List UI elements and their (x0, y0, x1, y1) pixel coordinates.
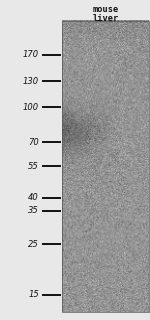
Text: 100: 100 (23, 103, 39, 112)
Text: liver: liver (93, 14, 119, 23)
Text: 15: 15 (28, 290, 39, 299)
Bar (62, 21, 149, 312)
Text: 55: 55 (28, 162, 39, 171)
Text: 40: 40 (28, 193, 39, 202)
Text: mouse: mouse (93, 5, 119, 14)
Text: 170: 170 (23, 50, 39, 59)
Text: 70: 70 (28, 138, 39, 147)
Text: 35: 35 (28, 206, 39, 215)
Text: 25: 25 (28, 240, 39, 249)
Text: 130: 130 (23, 77, 39, 86)
